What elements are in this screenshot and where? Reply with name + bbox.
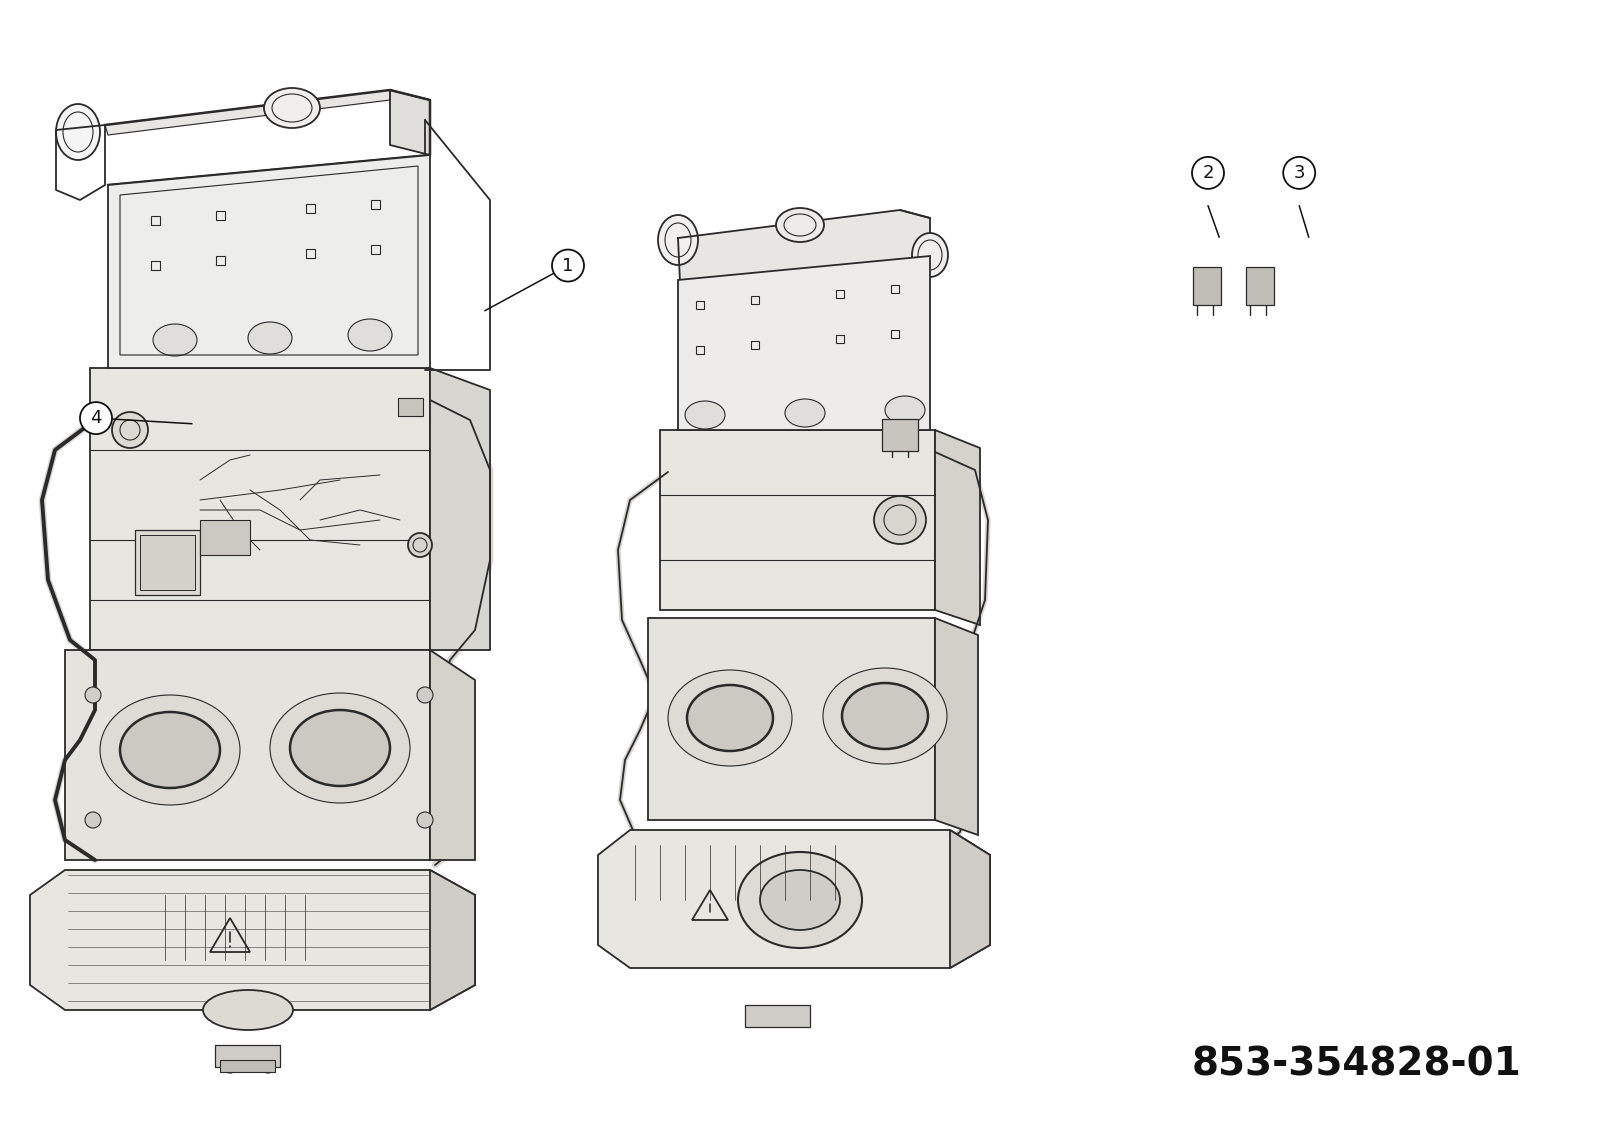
Ellipse shape bbox=[349, 319, 392, 351]
Bar bbox=[835, 334, 845, 344]
Ellipse shape bbox=[408, 533, 432, 557]
Bar bbox=[750, 296, 758, 304]
Polygon shape bbox=[430, 368, 490, 650]
Polygon shape bbox=[109, 155, 430, 368]
Bar bbox=[1194, 267, 1221, 305]
Bar bbox=[696, 301, 704, 308]
Polygon shape bbox=[106, 90, 390, 134]
Bar bbox=[1246, 267, 1274, 305]
Polygon shape bbox=[390, 90, 430, 155]
Bar bbox=[200, 520, 250, 555]
Polygon shape bbox=[66, 650, 430, 860]
Ellipse shape bbox=[203, 990, 293, 1031]
Ellipse shape bbox=[154, 324, 197, 356]
Bar bbox=[371, 200, 379, 209]
Ellipse shape bbox=[738, 852, 862, 948]
Ellipse shape bbox=[56, 104, 99, 160]
Ellipse shape bbox=[669, 670, 792, 766]
Polygon shape bbox=[648, 618, 934, 820]
Polygon shape bbox=[678, 257, 930, 431]
Circle shape bbox=[552, 250, 584, 281]
Ellipse shape bbox=[885, 396, 925, 424]
Polygon shape bbox=[598, 831, 990, 968]
Polygon shape bbox=[430, 650, 475, 860]
Bar bbox=[882, 419, 918, 451]
Polygon shape bbox=[90, 368, 430, 650]
Text: 853-354828-01: 853-354828-01 bbox=[1192, 1045, 1522, 1084]
Ellipse shape bbox=[418, 812, 434, 828]
Bar bbox=[891, 285, 899, 293]
Ellipse shape bbox=[222, 1063, 237, 1074]
Bar bbox=[306, 249, 315, 258]
Circle shape bbox=[80, 402, 112, 434]
Bar bbox=[891, 330, 899, 338]
Bar bbox=[696, 346, 704, 354]
Text: 1: 1 bbox=[562, 257, 574, 275]
Polygon shape bbox=[934, 431, 979, 625]
Ellipse shape bbox=[760, 870, 840, 930]
Bar bbox=[214, 1045, 280, 1067]
Ellipse shape bbox=[290, 710, 390, 786]
Bar bbox=[746, 1005, 810, 1027]
Ellipse shape bbox=[790, 1012, 805, 1023]
Ellipse shape bbox=[264, 88, 320, 128]
Bar bbox=[216, 210, 224, 219]
Ellipse shape bbox=[686, 685, 773, 751]
Bar bbox=[398, 398, 422, 416]
Ellipse shape bbox=[822, 668, 947, 764]
Ellipse shape bbox=[120, 712, 221, 788]
Ellipse shape bbox=[99, 695, 240, 805]
Ellipse shape bbox=[842, 683, 928, 749]
Polygon shape bbox=[30, 870, 475, 1010]
Bar bbox=[835, 290, 845, 298]
Bar bbox=[150, 261, 160, 269]
Ellipse shape bbox=[912, 233, 947, 277]
Ellipse shape bbox=[85, 687, 101, 703]
Bar bbox=[750, 341, 758, 349]
Circle shape bbox=[1192, 157, 1224, 189]
Ellipse shape bbox=[685, 401, 725, 429]
Text: 3: 3 bbox=[1293, 164, 1306, 182]
Ellipse shape bbox=[270, 693, 410, 803]
Ellipse shape bbox=[248, 322, 291, 354]
Ellipse shape bbox=[776, 208, 824, 242]
Ellipse shape bbox=[112, 412, 147, 447]
Polygon shape bbox=[934, 618, 978, 835]
Ellipse shape bbox=[418, 687, 434, 703]
Polygon shape bbox=[430, 870, 475, 1010]
Ellipse shape bbox=[874, 496, 926, 544]
Bar bbox=[221, 1060, 275, 1072]
Ellipse shape bbox=[658, 215, 698, 266]
Polygon shape bbox=[678, 210, 930, 282]
Ellipse shape bbox=[85, 812, 101, 828]
Bar bbox=[306, 203, 315, 212]
Bar bbox=[150, 216, 160, 225]
Ellipse shape bbox=[261, 1063, 275, 1074]
Text: 4: 4 bbox=[90, 409, 102, 427]
Bar bbox=[216, 255, 224, 264]
Bar bbox=[371, 244, 379, 253]
Bar bbox=[141, 534, 195, 590]
Polygon shape bbox=[950, 831, 990, 968]
Ellipse shape bbox=[786, 399, 826, 427]
Circle shape bbox=[1283, 157, 1315, 189]
Ellipse shape bbox=[755, 1012, 770, 1023]
Bar bbox=[134, 530, 200, 596]
Polygon shape bbox=[661, 431, 934, 610]
Text: 2: 2 bbox=[1202, 164, 1214, 182]
